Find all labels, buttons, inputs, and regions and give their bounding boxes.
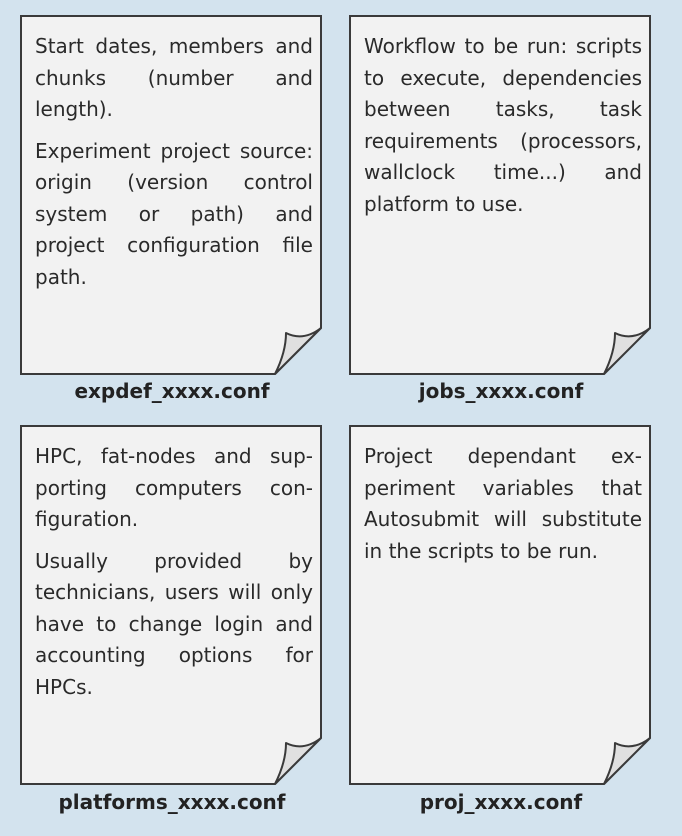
document-expdef: Start dates, members and chunks (number … [20, 15, 322, 375]
document-platforms: HPC, fat-nodes and sup­porting computers… [20, 425, 322, 785]
document-page-icon [20, 425, 322, 785]
document-description: Workflow to be run: scripts to execute, … [364, 31, 642, 230]
filename-label: platforms_xxxx.conf [58, 790, 286, 814]
description-paragraph: HPC, fat-nodes and sup­porting computers… [35, 444, 313, 531]
description-paragraph: Experiment project source: origin (versi… [35, 138, 313, 289]
document-proj: Project dependant ex­periment variables … [349, 425, 651, 785]
description-paragraph: Workflow to be run: scripts to execute, … [364, 34, 642, 216]
document-page-icon [349, 425, 651, 785]
document-description: Start dates, members and chunks (number … [35, 31, 313, 303]
document-page-icon [349, 15, 651, 375]
description-paragraph: Start dates, members and chunks (number … [35, 34, 313, 121]
filename-label: proj_xxxx.conf [419, 790, 583, 814]
document-jobs: Workflow to be run: scripts to execute, … [349, 15, 651, 375]
filename-label: expdef_xxxx.conf [74, 379, 270, 403]
description-paragraph: Usually provided by technicians, users w… [35, 548, 313, 699]
document-page-icon [20, 15, 322, 375]
filename-label: jobs_xxxx.conf [418, 379, 584, 403]
document-description: HPC, fat-nodes and sup­porting computers… [35, 441, 313, 713]
document-description: Project dependant ex­periment variables … [364, 441, 642, 577]
description-paragraph: Project dependant ex­periment variables … [364, 444, 642, 563]
